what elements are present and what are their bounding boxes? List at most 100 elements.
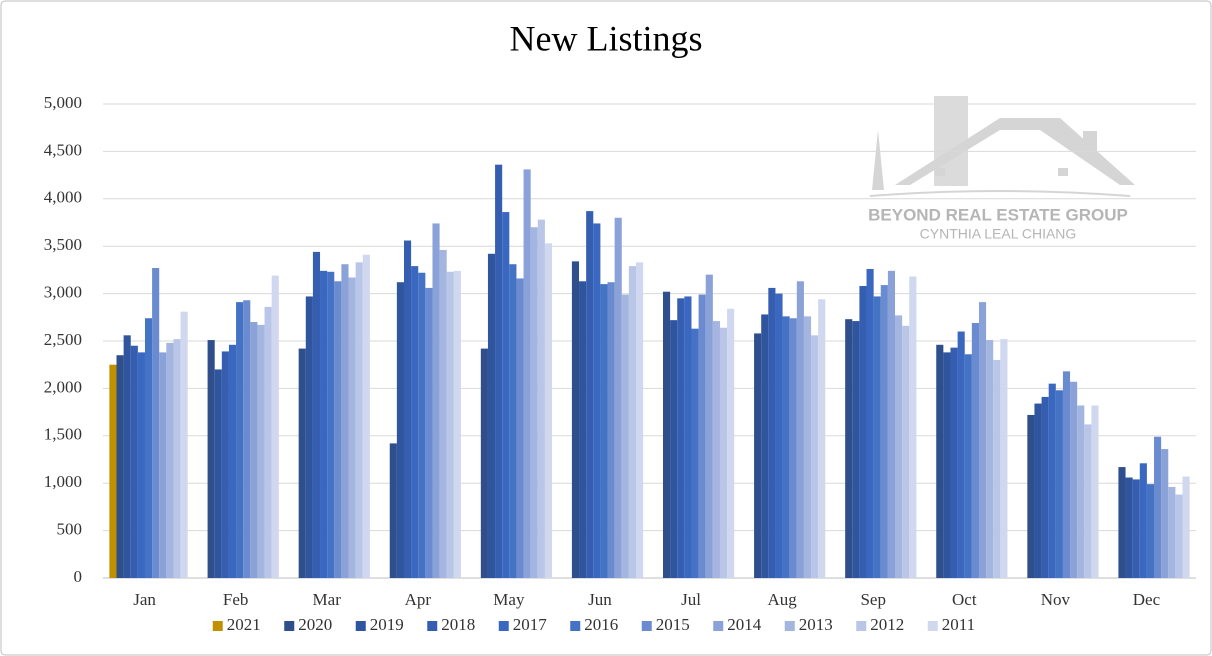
bar (662, 291, 671, 578)
bar (1000, 339, 1008, 578)
bar (495, 164, 503, 578)
bar (446, 271, 454, 578)
bar (712, 321, 720, 578)
bar (677, 298, 685, 578)
bar (1132, 479, 1140, 578)
x-tick-label: Mar (313, 590, 342, 609)
bar (957, 331, 965, 578)
bar (796, 281, 804, 578)
legend-label: 2021 (227, 615, 261, 634)
legend-swatch (284, 621, 295, 631)
bar (1139, 463, 1147, 578)
bar (943, 352, 951, 578)
bar (298, 348, 306, 578)
bar (586, 211, 594, 578)
bar (130, 345, 138, 578)
legend-label: 2015 (656, 615, 690, 634)
bar (305, 296, 313, 578)
bar (761, 314, 769, 578)
bar (571, 261, 580, 578)
bar (964, 354, 972, 578)
bar (727, 308, 735, 578)
bar (818, 299, 826, 578)
legend-label: 2013 (799, 615, 833, 634)
y-tick-label: 4,500 (44, 140, 82, 159)
bar (936, 344, 944, 578)
bar (523, 169, 531, 579)
watermark-logo (869, 96, 1135, 197)
bar (109, 364, 117, 578)
bar (1175, 494, 1183, 578)
bar (348, 277, 356, 578)
bar (271, 275, 279, 578)
x-tick-label: Dec (1133, 590, 1161, 609)
bar (607, 282, 615, 578)
y-tick-label: 3,000 (44, 283, 82, 302)
y-tick-label: 1,000 (44, 472, 82, 491)
legend-swatch (927, 621, 938, 631)
bar (880, 285, 888, 578)
bar (684, 296, 692, 578)
bar (768, 287, 776, 578)
bar (137, 352, 145, 578)
bar (789, 318, 797, 578)
x-tick-label: Nov (1041, 590, 1071, 609)
bar (887, 270, 896, 578)
legend-label: 2012 (870, 615, 904, 634)
bar (636, 262, 644, 578)
bar (341, 264, 349, 578)
bar (334, 281, 342, 578)
bar (516, 278, 524, 578)
bar (614, 217, 622, 578)
y-tick-label: 0 (74, 567, 83, 586)
bar (754, 333, 762, 578)
bar (1070, 381, 1078, 578)
bar (152, 268, 160, 578)
y-tick-label: 500 (57, 520, 83, 539)
bar (214, 369, 222, 578)
bar (327, 271, 335, 578)
bar (719, 327, 728, 578)
x-tick-label: Jun (588, 590, 612, 609)
bar (1027, 414, 1035, 578)
x-tick-label: Apr (405, 590, 432, 609)
bar (1034, 403, 1042, 578)
bar (852, 321, 860, 578)
x-tick-label: Oct (952, 590, 977, 609)
bar (986, 340, 994, 578)
bar (1146, 484, 1155, 578)
watermark-text: BEYOND REAL ESTATE GROUP (868, 205, 1128, 224)
bar (1041, 396, 1049, 578)
bar (144, 318, 153, 578)
bar (236, 302, 244, 578)
x-tick-label: May (493, 590, 525, 609)
bar (312, 251, 321, 578)
bar (1084, 424, 1092, 578)
y-tick-label: 5,000 (44, 93, 82, 112)
bar (257, 324, 265, 578)
legend-label: 2018 (441, 615, 475, 634)
bar (775, 293, 783, 578)
bar (544, 243, 553, 578)
bar (425, 287, 433, 578)
bar (396, 282, 404, 578)
bar (418, 272, 426, 578)
bar (670, 320, 678, 578)
y-tick-label: 1,500 (44, 425, 82, 444)
legend-label: 2019 (370, 615, 404, 634)
legend-swatch (856, 621, 867, 631)
bar (487, 253, 496, 578)
bar (355, 262, 363, 578)
bar (228, 344, 237, 578)
bar (1048, 383, 1056, 578)
x-tick-label: Jan (133, 590, 156, 609)
legend-swatch (355, 621, 366, 631)
legend-swatch (570, 621, 581, 631)
bar (909, 276, 917, 578)
bar (621, 294, 629, 578)
legend-swatch (784, 621, 795, 631)
legend-swatch (498, 621, 509, 631)
chart-title: New Listings (510, 18, 703, 58)
bar (902, 325, 910, 578)
legend-label: 2017 (513, 615, 548, 634)
